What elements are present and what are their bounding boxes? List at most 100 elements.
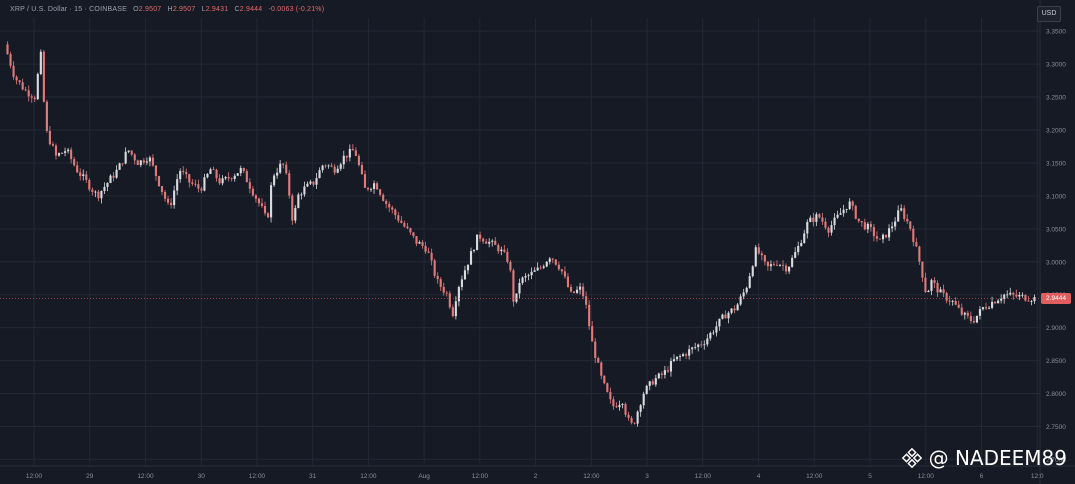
legend-symbol: XRP / U.S. Dollar · 15 · COINBASE [10,6,127,13]
candle-body [800,243,803,247]
candle-body [315,178,318,185]
candle-body [139,160,142,166]
candle-body [260,203,264,207]
candle-body [575,289,579,293]
candle-body [830,225,833,233]
candle-body [321,165,324,171]
candle-body [157,176,161,187]
candle-body [588,304,591,327]
candle-body [224,176,227,179]
candle-body [245,171,248,183]
candle-body [663,370,666,375]
candle-body [112,175,115,178]
candle-body [485,241,488,244]
candle-body [891,226,894,229]
candle-body [888,228,891,238]
candle-body [351,148,354,151]
candle-body [921,261,924,278]
candle-body [969,315,972,321]
candle-body [312,181,315,185]
candle-body [639,405,642,412]
candle-body [251,188,254,196]
candle-body [324,165,327,167]
candle-body [642,393,645,406]
candle-body [521,277,524,283]
candle-body [421,242,424,246]
candle-body [675,356,679,360]
candle-body [678,356,682,357]
candle-body [103,186,106,191]
candle-body [94,191,97,193]
candle-body [39,51,42,74]
candle-body [327,165,330,167]
candle-body [688,349,691,356]
candle-body [227,176,230,179]
candle-body [745,287,748,293]
candle-body [154,165,158,177]
candle-body [757,247,760,254]
candle-body [121,163,124,165]
candle-body [276,172,279,176]
candle-body [806,221,809,234]
candle-body [742,292,745,297]
candle-body [569,286,573,292]
candle-body [133,154,136,161]
candle-body [285,164,288,174]
watermark: @ NADEEM89 [901,446,1067,470]
candle-body [472,250,476,252]
candle-body [336,168,339,173]
candle-body [1033,297,1036,302]
candle-body [975,315,978,323]
candle-body [439,279,442,287]
candle-body [1027,300,1030,302]
candle-body [1018,294,1021,297]
y-tick-label: 3.3000 [1046,62,1066,69]
candle-body [124,151,127,164]
y-tick-label: 3.2500 [1046,95,1066,102]
candle-body [760,253,763,256]
candle-body [130,150,133,155]
candle-body [748,276,751,288]
candle-body [403,222,406,227]
candle-body [215,169,218,179]
candle-body [933,280,936,283]
candle-body [527,275,530,277]
x-tick-label: 12:0 [1031,473,1044,480]
candle-body [436,275,439,280]
candle-body [21,82,24,90]
candle-body [785,265,788,272]
candle-body [206,173,209,178]
candle-body [736,304,739,311]
candle-body [188,174,191,183]
candle-body [1000,298,1003,301]
symbol-legend: XRP / U.S. Dollar · 15 · COINBASE O2.950… [10,6,324,13]
candle-body [939,289,942,293]
candle-body [997,300,1000,304]
candle-body [633,422,636,424]
candle-body [557,264,560,270]
candle-body [366,187,370,190]
currency-button[interactable]: USD [1037,6,1061,22]
candle-body [27,90,30,97]
candle-body [273,175,276,186]
candle-body [300,194,303,196]
candle-body [645,385,648,394]
candle-body [612,399,615,407]
candle-body [451,307,454,317]
candle-body [233,175,236,180]
legend-change: -0.0063 (-0.21%) [268,6,325,13]
candle-body [442,286,445,293]
candle-body [363,174,367,188]
x-tick-label: 12:00 [137,473,154,480]
candle-body [875,236,879,239]
candle-body [167,198,170,203]
candle-body [185,171,188,175]
y-tick-label: 3.0500 [1046,226,1066,233]
legend-open-value: 2.9507 [138,6,162,13]
candle-body [76,165,79,173]
candle-body [212,169,215,171]
candle-body [394,209,397,216]
candle-body [860,220,863,223]
